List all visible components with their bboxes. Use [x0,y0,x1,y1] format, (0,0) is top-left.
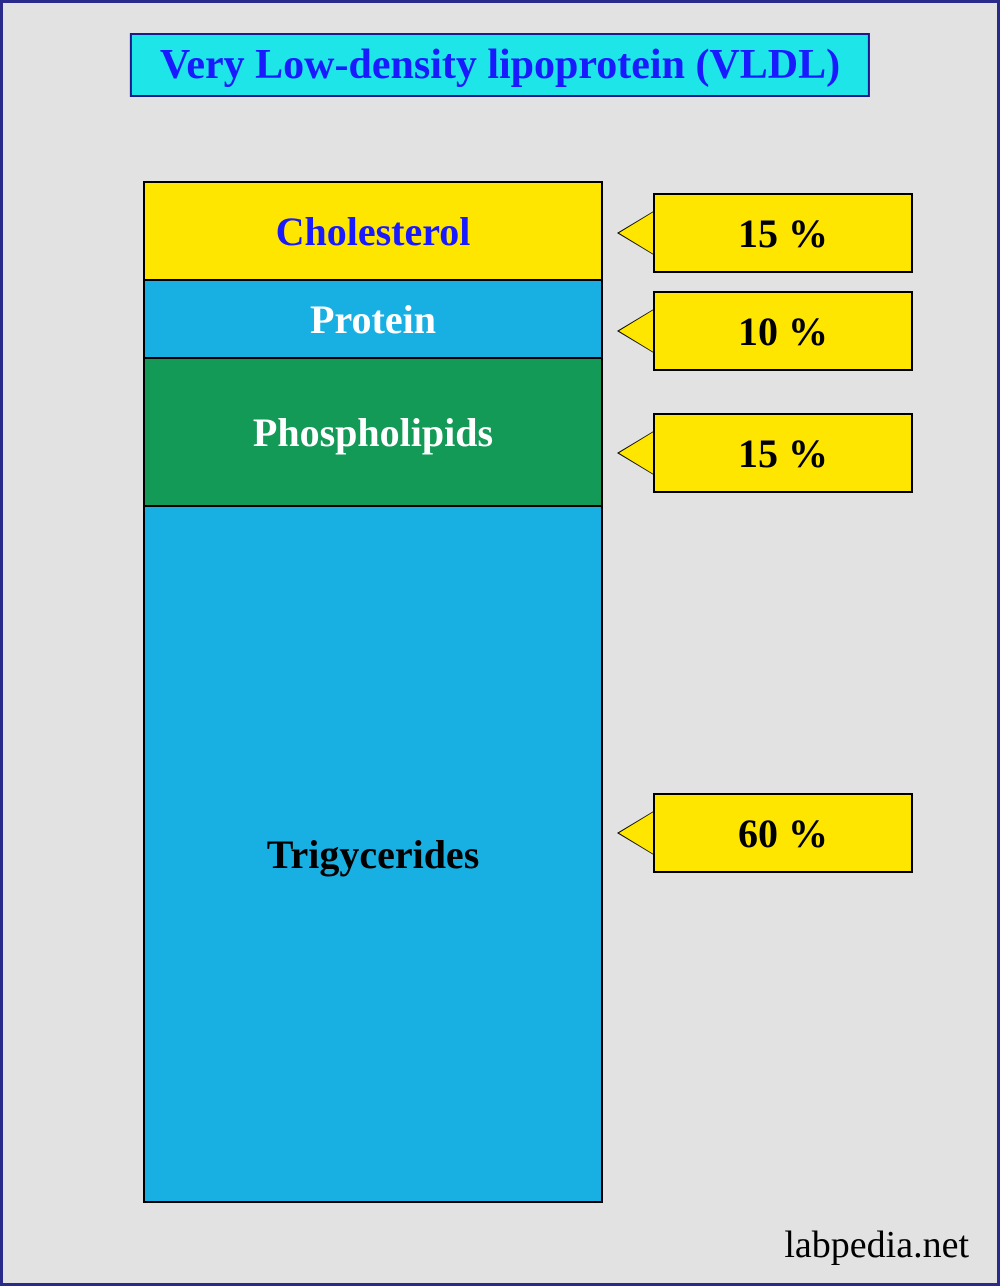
composition-stack: Cholesterol Protein Phospholipids Trigyc… [143,183,603,1203]
callout-value: 15 % [653,193,913,273]
watermark-text: labpedia.net [784,1223,969,1267]
diagram-title: Very Low-density lipoprotein (VLDL) [130,33,870,97]
segment-cholesterol: Cholesterol [143,181,603,281]
callout-tail [619,431,655,475]
callout-tail [619,309,655,353]
segment-protein: Protein [143,279,603,359]
segment-triglycerides: Trigycerides [143,505,603,1203]
callout-value: 15 % [653,413,913,493]
callout-triglycerides: 60 % [619,793,913,873]
callout-protein: 10 % [619,291,913,371]
callout-cholesterol: 15 % [619,193,913,273]
callout-tail [619,811,655,855]
callout-phospholipids: 15 % [619,413,913,493]
diagram-canvas: Very Low-density lipoprotein (VLDL) Chol… [0,0,1000,1286]
callout-value: 10 % [653,291,913,371]
segment-phospholipids: Phospholipids [143,357,603,507]
callout-tail [619,211,655,255]
callout-value: 60 % [653,793,913,873]
